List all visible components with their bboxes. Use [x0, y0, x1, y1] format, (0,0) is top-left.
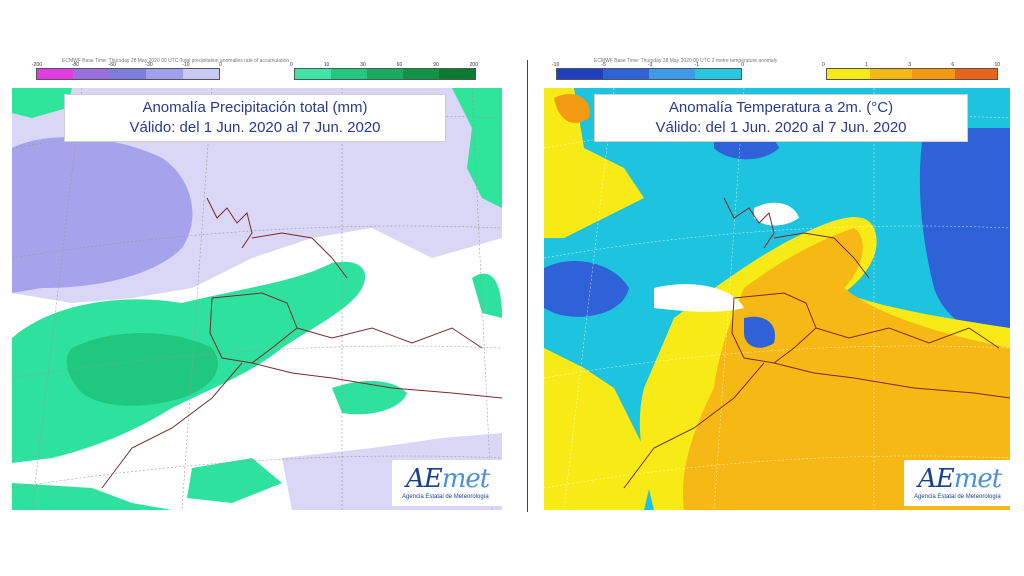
legend-tick: -60 — [108, 62, 116, 68]
legend-tick: 0 — [219, 62, 222, 68]
legend-swatch — [603, 69, 649, 79]
legend-swatch — [295, 69, 331, 79]
legend-swatch — [439, 69, 475, 79]
legend-tick: 3 — [908, 62, 911, 68]
precipitation-map — [12, 88, 502, 510]
legend-tick: 10 — [323, 62, 330, 68]
legend-tick: 30 — [360, 62, 366, 68]
legend-tick: -200 — [32, 62, 43, 68]
legend-swatch — [954, 69, 997, 79]
legend-swatch — [331, 69, 367, 79]
right-map-title-box: Anomalía Temperatura a 2m. (°C) Válido: … — [594, 94, 968, 142]
left-map-title-box: Anomalía Precipitación total (mm) Válido… — [64, 94, 446, 142]
temperature-anomaly-panel: ECMWF Base Time: Thursday 28 May 2020 00… — [544, 58, 1014, 510]
left-map-title: Anomalía Precipitación total (mm) — [142, 99, 368, 116]
legend-swatch — [869, 69, 912, 79]
left-map-validity: Válido: del 1 Jun. 2020 al 7 Jun. 2020 — [129, 119, 381, 136]
legend-swatch — [367, 69, 403, 79]
legend-swatch — [73, 69, 110, 79]
legend-tick: 6 — [951, 62, 955, 68]
right-map-header: ECMWF Base Time: Thursday 28 May 2020 00… — [594, 58, 778, 64]
legend-swatch — [182, 69, 220, 79]
legend-tick: 1 — [865, 62, 868, 68]
legend-tick-labels: 0 10 30 60 90 200 — [290, 62, 478, 68]
aemet-logo-right: AEmet Agencia Estatal de Meteorología — [904, 460, 1014, 506]
legend-tick: -30 — [145, 62, 153, 68]
legend-tick: -1 — [694, 62, 700, 68]
legend-tick: 0 — [290, 62, 293, 68]
legend-tick: -10 — [182, 62, 190, 68]
legend-tick: 90 — [433, 62, 439, 68]
legend-tick: 0 — [822, 62, 825, 68]
legend-tick-labels: 0 1 3 6 10 — [822, 62, 1000, 68]
left-legend-negative — [36, 68, 220, 80]
left-legend-positive — [294, 68, 476, 80]
panel-divider — [527, 60, 528, 512]
legend-tick: -3 — [648, 62, 653, 68]
legend-swatch — [912, 69, 955, 79]
precipitation-anomaly-panel: ECMWF Base Time: Thursday 28 May 2020 00… — [12, 58, 502, 510]
temperature-map — [544, 88, 1010, 510]
left-map-header: ECMWF Base Time: Thursday 28 May 2020 00… — [62, 58, 290, 64]
aemet-logo-left: AEmet Agencia Estatal de Meteorología — [392, 460, 502, 506]
legend-tick: -5 — [601, 62, 606, 68]
right-map-title: Anomalía Temperatura a 2m. (°C) — [668, 99, 894, 116]
legend-swatch — [146, 69, 183, 79]
legend-tick: 200 — [469, 62, 478, 68]
right-map-validity: Válido: del 1 Jun. 2020 al 7 Jun. 2020 — [655, 119, 907, 136]
legend-swatch — [827, 69, 870, 79]
legend-swatch — [37, 69, 74, 79]
legend-tick: 60 — [396, 62, 403, 68]
legend-tick: 0 — [741, 62, 744, 68]
legend-tick-labels: -10 -5 -3 -1 0 — [552, 62, 744, 68]
legend-swatch — [695, 69, 741, 79]
legend-tick-labels: -200 -80 -60 -30 -10 0 — [32, 62, 222, 68]
legend-swatch — [649, 69, 695, 79]
right-legend-positive — [826, 68, 998, 80]
legend-swatch — [403, 69, 439, 79]
legend-tick: 10 — [994, 62, 1000, 68]
legend-tick: -10 — [552, 62, 560, 68]
right-legend-negative — [556, 68, 742, 80]
legend-tick: -80 — [71, 62, 79, 68]
legend-swatch — [109, 69, 147, 79]
legend-swatch — [557, 69, 603, 79]
